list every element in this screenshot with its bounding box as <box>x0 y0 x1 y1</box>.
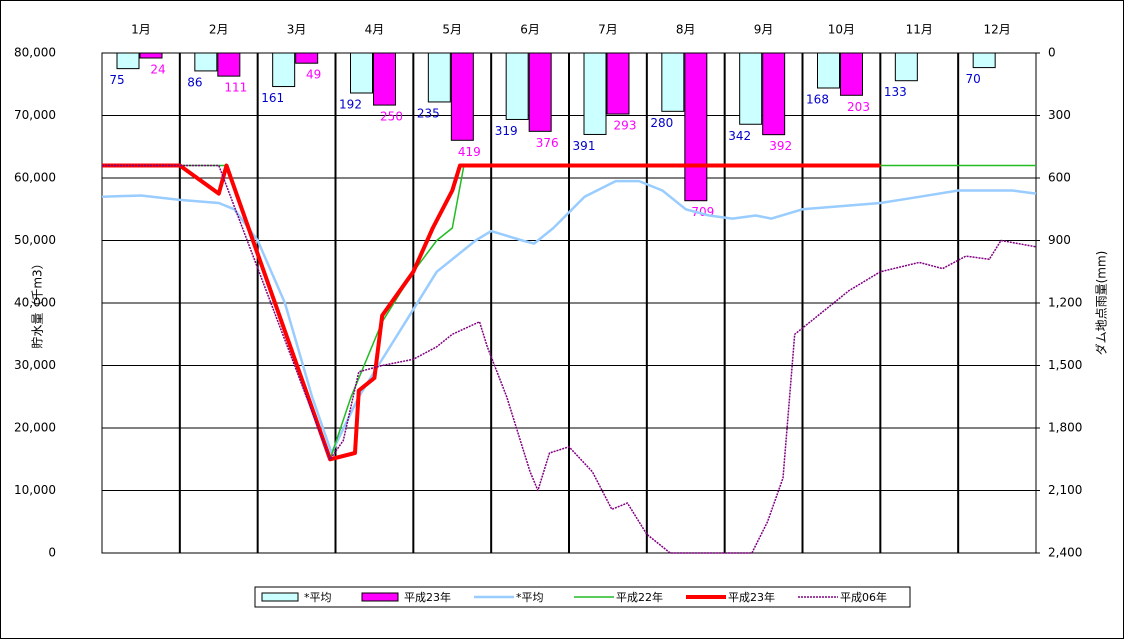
x-tick-label: 8月 <box>676 23 696 37</box>
legend-label: 平成23年 <box>728 590 775 604</box>
data-label: 168 <box>806 93 829 107</box>
x-tick-label: 5月 <box>442 23 462 37</box>
bar <box>684 52 708 202</box>
y-tick-label: 10,000 <box>14 483 56 497</box>
y2-tick-label: 1,500 <box>1048 358 1082 372</box>
data-label: 192 <box>339 98 362 112</box>
bar <box>350 52 373 94</box>
x-tick-label: 2月 <box>209 23 229 37</box>
y-tick-label: 30,000 <box>14 358 56 372</box>
legend-swatch <box>361 592 399 602</box>
legend-swatch <box>261 592 299 602</box>
x-tick-label: 10月 <box>828 23 855 37</box>
data-label: 419 <box>458 145 481 159</box>
data-label: 280 <box>650 116 673 130</box>
bar <box>817 52 840 89</box>
line <box>102 164 1037 554</box>
x-tick-label: 6月 <box>520 23 540 37</box>
x-tick-label: 12月 <box>983 23 1010 37</box>
data-label: 75 <box>109 73 124 87</box>
bar <box>606 52 630 115</box>
data-label: 250 <box>380 110 403 124</box>
legend-label: 平成06年 <box>840 590 887 604</box>
x-tick-label: 9月 <box>754 23 774 37</box>
data-label: 111 <box>224 81 247 95</box>
x-tick-label: 7月 <box>598 23 618 37</box>
y2-tick-label: 300 <box>1048 108 1071 122</box>
legend-label: *平均 <box>516 591 544 604</box>
y-tick-label: 40,000 <box>14 296 56 310</box>
bar <box>427 52 451 103</box>
bar <box>139 52 163 59</box>
data-label: 376 <box>536 136 559 150</box>
bar <box>972 52 996 69</box>
y-axis-label: 貯水量（千m3） <box>31 257 45 348</box>
bar <box>583 52 607 135</box>
data-label: 293 <box>614 119 637 133</box>
data-label: 319 <box>495 124 518 138</box>
bar <box>194 52 218 72</box>
data-label: 70 <box>966 72 981 86</box>
bar <box>894 52 918 82</box>
legend-label: 平成23年 <box>404 590 451 604</box>
y2-axis-label: ダム地点雨量(mm) <box>1094 251 1109 356</box>
data-label: 235 <box>417 106 440 120</box>
y-tick-label: 20,000 <box>14 421 56 435</box>
bar <box>116 52 140 70</box>
x-tick-label: 1月 <box>131 23 151 37</box>
data-label: 203 <box>847 100 870 114</box>
y-tick-label: 80,000 <box>14 46 56 60</box>
y2-tick-label: 900 <box>1048 233 1071 247</box>
data-label: 342 <box>728 129 751 143</box>
data-label: 391 <box>573 139 596 153</box>
data-label: 24 <box>150 63 165 77</box>
bar <box>739 52 763 125</box>
line <box>101 179 1037 455</box>
y-tick-label: 60,000 <box>14 171 56 185</box>
legend-label: *平均 <box>304 591 332 604</box>
bar <box>295 52 319 64</box>
x-tick-label: 4月 <box>365 23 385 37</box>
data-label: 49 <box>306 68 321 82</box>
y2-tick-label: 1,800 <box>1048 421 1082 435</box>
y-tick-label: 70,000 <box>14 108 56 122</box>
x-tick-label: 3月 <box>287 23 307 37</box>
y2-tick-label: 2,400 <box>1048 546 1082 560</box>
data-label: 133 <box>884 85 907 99</box>
y2-tick-label: 1,200 <box>1048 296 1082 310</box>
legend-label: 平成22年 <box>616 590 663 604</box>
bar <box>217 52 241 77</box>
line <box>102 163 881 462</box>
bar <box>450 52 474 141</box>
bar <box>528 52 552 132</box>
y-tick-label: 50,000 <box>14 233 56 247</box>
y2-tick-label: 0 <box>1048 46 1056 60</box>
bar <box>762 52 786 136</box>
data-label: 86 <box>187 75 202 89</box>
bar <box>373 52 396 106</box>
bar <box>840 52 863 96</box>
data-label: 392 <box>769 139 792 153</box>
y-tick-label: 0 <box>48 546 56 560</box>
y2-tick-label: 600 <box>1048 171 1071 185</box>
x-tick-label: 11月 <box>906 23 933 37</box>
bar <box>505 52 529 120</box>
data-label: 161 <box>261 91 284 105</box>
y2-tick-label: 2,100 <box>1048 483 1082 497</box>
bar <box>661 52 685 112</box>
bar <box>272 52 296 88</box>
